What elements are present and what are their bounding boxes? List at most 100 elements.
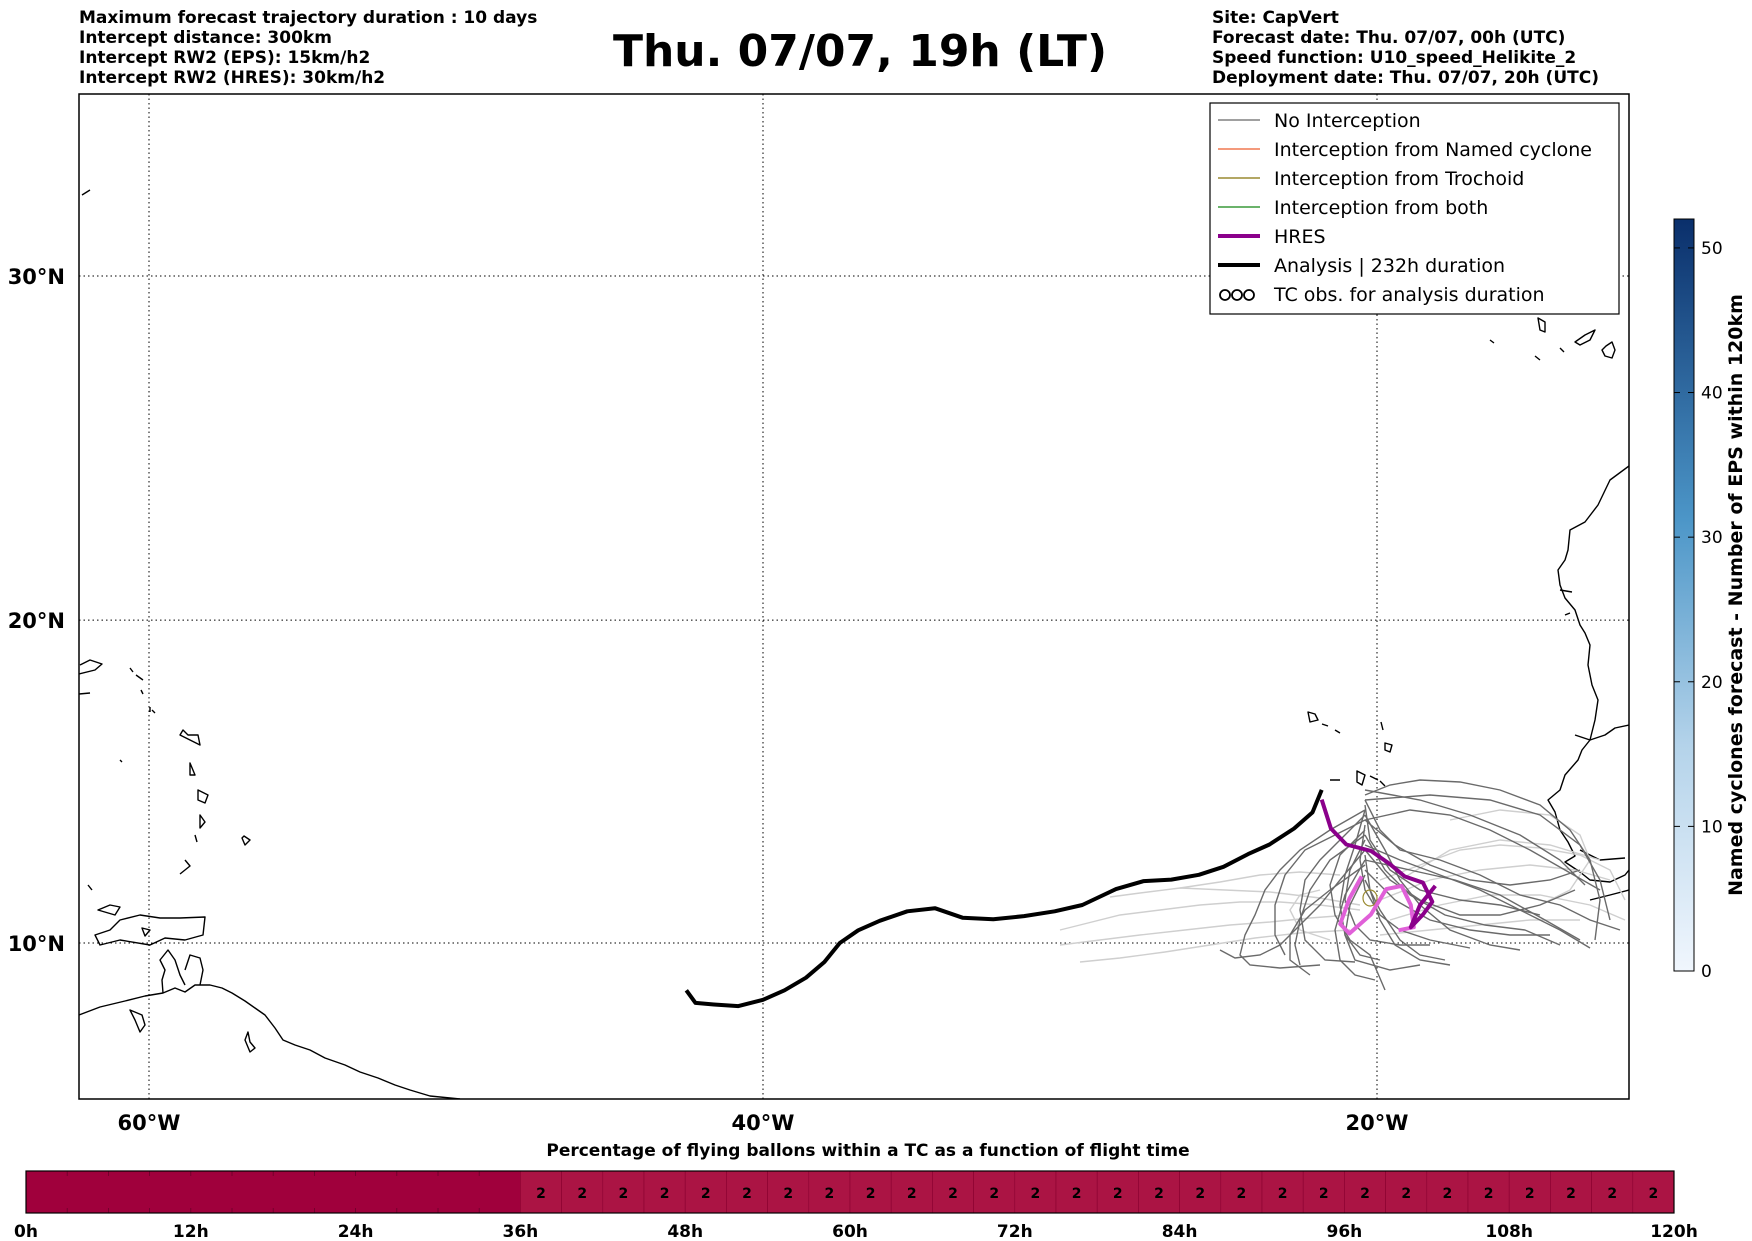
timebar-cell [1591,1170,1634,1214]
eps-trajectory [1364,844,1591,949]
timebar-title: Percentage of flying ballons within a TC… [546,1141,1189,1161]
lon-tick-label: 40°W [732,1111,795,1135]
info-line: Forecast date: Thu. 07/07, 00h (UTC) [1212,28,1566,48]
timebar-cell [1344,1170,1386,1214]
timebar-cell [1426,1170,1469,1214]
timebar-cell-value: 2 [1195,1186,1205,1202]
eps-trajectory [1379,919,1580,936]
colorbar-tick-label: 10 [1701,817,1723,837]
eps-trajectory [1364,859,1581,941]
info-line: Deployment date: Thu. 07/07, 20h (UTC) [1212,68,1599,88]
tc-obs-symbol [1243,289,1255,301]
info-line: Intercept RW2 (HRES): 30km/h2 [79,68,386,88]
legend-label: HRES [1274,226,1326,248]
timebar-cell-value: 2 [1360,1186,1370,1202]
legend: No Interception Interception from Named c… [1209,102,1620,315]
eps-trajectories-dark [1219,779,1621,991]
colorbar-tick-label: 20 [1701,673,1723,693]
timebar-cell-value: 2 [1113,1186,1123,1202]
timebar-cell-value: 2 [1649,1186,1659,1202]
timebar-cell [1550,1170,1592,1214]
legend-label: TC obs. for analysis duration [1273,284,1545,306]
timebar-tick-label: 60h [832,1222,868,1241]
eps-trajectory [1399,839,1601,881]
eps-trajectory [1289,864,1366,976]
eps-trajectory [1239,809,1366,969]
lat-tick-label: 10°N [8,932,65,956]
hres-member-track [1338,875,1416,936]
timebar-cell-value: 2 [577,1186,587,1202]
timebar-cell [1220,1170,1263,1214]
timebar-cell [1096,1170,1139,1214]
analysis-track [684,789,1324,1009]
timebar-tick-label: 24h [338,1222,374,1241]
timebar-tick-label: 96h [1327,1222,1363,1241]
timebar-cell-value: 2 [1237,1186,1247,1202]
lon-tick-label: 20°W [1346,1111,1409,1135]
timebar-cell-value: 2 [701,1186,711,1202]
timebar-cell-value: 2 [989,1186,999,1202]
tc-obs-symbol [1231,289,1243,301]
axis-tick-labels: 60°W 40°W 20°W 30°N 20°N 10°N [8,265,1409,1135]
colorbar-label: Named cyclones forecast - Number of EPS … [1725,294,1747,896]
coastline-caribbean [94,904,206,994]
colorbar-scale [1673,218,1695,972]
timebar-cell [726,1170,768,1214]
info-line: Intercept distance: 300km [79,28,332,48]
eps-trajectory [1079,929,1351,963]
lat-tick-label: 30°N [8,265,65,289]
timebar-cell [1055,1170,1098,1214]
timebar-cell-value: 2 [619,1186,629,1202]
eps-trajectory [1344,839,1430,946]
timebar-cell-value: 2 [1484,1186,1494,1202]
eps-trajectory [1364,879,1446,961]
timebar-cell [890,1170,933,1214]
timebar-cell [1179,1170,1222,1214]
timebar-cell-value: 2 [825,1186,835,1202]
eps-trajectory [1179,871,1341,889]
colorbar-tick-label: 40 [1701,384,1723,404]
timebar-frame [25,1170,1675,1214]
eps-trajectory [1329,829,1386,991]
timebar-tick-label: 48h [667,1222,703,1241]
eps-trajectory [1359,824,1471,949]
coastline-canary-islands [1489,317,1616,361]
timebar-cell-value: 2 [1031,1186,1041,1202]
eps-trajectory [1364,834,1561,946]
timebar-cell [1014,1170,1057,1214]
timebar-tick-label: 36h [503,1222,539,1241]
eps-trajectory [1294,834,1366,966]
legend-label: Interception from Trochoid [1274,168,1524,190]
timebar-cell-value: 2 [1154,1186,1164,1202]
timebar-cell-value: 2 [1072,1186,1082,1202]
coastline-lesser-antilles [79,189,256,1053]
timebar-cell [1261,1170,1304,1214]
lat-tick-label: 20°N [8,609,65,633]
eps-trajectory [1364,794,1611,921]
info-line: Site: CapVert [1212,8,1339,28]
colorbar-tick-label: 0 [1701,962,1712,982]
tracks [684,789,1437,1009]
timebar-tick-label: 12h [173,1222,209,1241]
timebar-tick-label: 0h [14,1222,38,1241]
eps-trajectory [1364,804,1541,916]
timebar-tick-label: 120h [1650,1222,1698,1241]
info-line: Speed function: U10_speed_Helikite_2 [1212,48,1577,68]
timebar-cell [1508,1170,1551,1214]
eps-trajectory [1059,914,1351,946]
timebar-cell-value: 2 [866,1186,876,1202]
eps-trajectory [1334,859,1376,981]
coastline-cape-verde [1307,711,1393,787]
info-line: Intercept RW2 (EPS): 15km/h2 [79,48,371,68]
eps-trajectory [1364,809,1601,891]
timebar-cell-value: 2 [1401,1186,1411,1202]
timebar-cell-value: 2 [783,1186,793,1202]
timebar-tick-label: 84h [1162,1222,1198,1241]
eps-trajectory [1059,901,1361,931]
eps-trajectory [1289,889,1331,941]
lon-tick-label: 60°W [118,1111,181,1135]
timebar-cell-value: 2 [1607,1186,1617,1202]
tc-obs-symbol [1219,289,1231,301]
timebar-cell-value: 2 [907,1186,917,1202]
timebar: Percentage of flying ballons within a TC… [14,1141,1698,1241]
